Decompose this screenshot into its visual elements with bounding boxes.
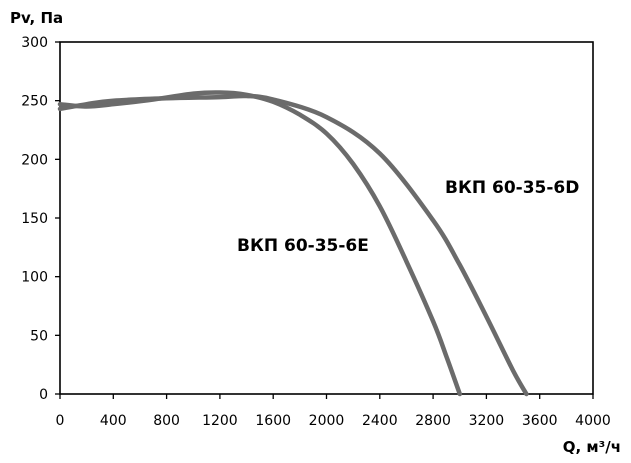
x-tick-label: 1600: [255, 413, 291, 429]
x-tick-label: 3200: [469, 413, 505, 429]
plot-frame: [59, 41, 594, 395]
y-tick-label: 0: [39, 387, 48, 403]
series-line-6d: [57, 93, 529, 397]
series-layer: [57, 90, 529, 397]
y-tick-label: 200: [21, 152, 48, 168]
x-tick-label: 2400: [362, 413, 398, 429]
y-axis-title: Pv, Па: [10, 9, 63, 27]
x-axis-title: Q, м³/ч: [563, 438, 621, 456]
x-tick-label: 4000: [575, 413, 611, 429]
x-tick-label: 2800: [415, 413, 451, 429]
series-label-6d: ВКП 60-35-6D: [445, 178, 579, 198]
y-tick-label: 50: [30, 328, 48, 344]
y-tick-label: 250: [21, 94, 48, 110]
ticks-layer: 0 400 800 1200 1600 2000 2400 2800 3200 3600 4000 0…: [21, 35, 611, 429]
series-label-6e: ВКП 60-35-6E: [237, 236, 369, 256]
x-tick-label: 1200: [202, 413, 238, 429]
x-tick-label: 800: [153, 413, 180, 429]
x-tick-label: 400: [100, 413, 127, 429]
y-tick-label: 150: [21, 211, 48, 227]
axes: [59, 41, 594, 395]
x-tick-label: 2000: [309, 413, 345, 429]
y-tick-label: 100: [21, 270, 48, 286]
x-tick-label: 3600: [522, 413, 558, 429]
x-tick-label: 0: [56, 413, 65, 429]
series-line-6e: [57, 90, 463, 397]
y-tick-label: 300: [21, 35, 48, 51]
